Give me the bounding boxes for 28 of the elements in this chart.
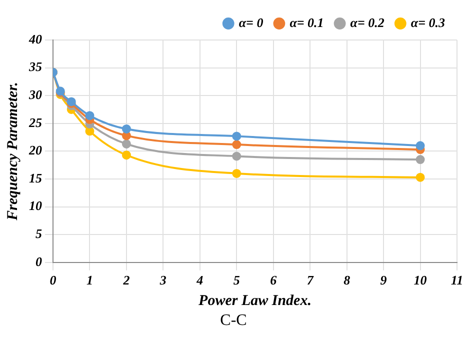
y-tick-label: 20: [28, 142, 42, 158]
legend-label: α= 0.3: [410, 14, 446, 30]
y-tick-label: 15: [29, 170, 42, 186]
x-tick-label: 0: [50, 272, 57, 288]
x-tick-label: 1: [86, 272, 93, 288]
legend-label: α= 0.2: [350, 14, 385, 30]
x-tick-label: 11: [450, 272, 464, 288]
x-tick-label: 4: [196, 272, 204, 288]
legend-label: α= 0.1: [290, 14, 324, 30]
y-tick-label: 5: [36, 226, 42, 241]
y-tick-label: 35: [28, 59, 42, 74]
legend-label: α= 0: [238, 14, 264, 30]
x-tick-label: 5: [233, 272, 240, 288]
x-tick-label: 9: [380, 272, 388, 288]
x-tick-label: 7: [306, 272, 314, 288]
y-tick-label: 0: [36, 254, 42, 269]
text: C-C: [219, 312, 248, 330]
y-axis-title: Frequency Parameter.: [4, 82, 21, 222]
x-tick-label: 6: [270, 272, 278, 288]
y-tick-label: 10: [29, 198, 42, 214]
y-tick-label: 30: [28, 86, 42, 102]
x-axis-title: Power Law Index.: [198, 292, 312, 309]
x-tick-label: 3: [158, 272, 167, 288]
y-tick-label: 25: [28, 114, 42, 130]
x-tick-label: 2: [122, 272, 130, 288]
y-tick-label: 40: [28, 31, 42, 46]
x-tick-label: 10: [414, 272, 428, 288]
x-tick-label: 8: [344, 272, 351, 288]
